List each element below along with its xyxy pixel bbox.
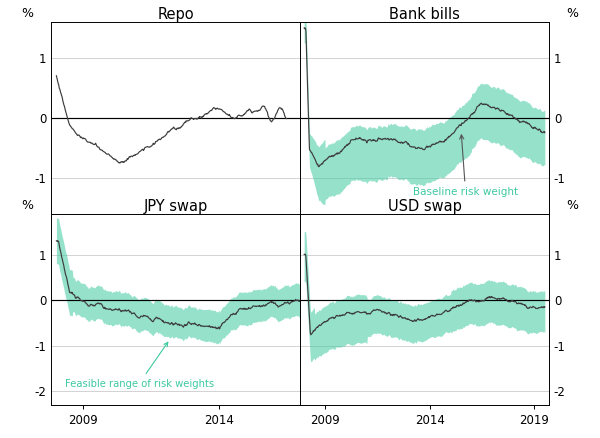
Title: USD swap: USD swap — [388, 198, 461, 214]
Text: %: % — [22, 198, 34, 212]
Title: Bank bills: Bank bills — [389, 7, 460, 22]
Title: JPY swap: JPY swap — [143, 198, 208, 214]
Text: %: % — [22, 7, 34, 20]
Text: %: % — [566, 198, 578, 212]
Title: Repo: Repo — [157, 7, 194, 22]
Text: Baseline risk weight: Baseline risk weight — [413, 135, 518, 197]
Text: %: % — [566, 7, 578, 20]
Text: Feasible range of risk weights: Feasible range of risk weights — [65, 342, 214, 389]
